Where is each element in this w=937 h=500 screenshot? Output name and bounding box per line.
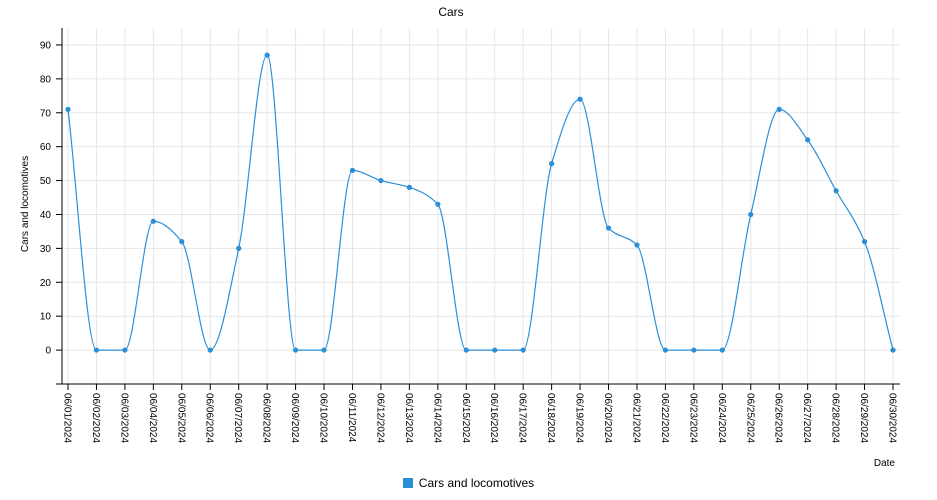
x-tick-label: 06/23/2024 bbox=[687, 393, 698, 443]
data-point[interactable] bbox=[577, 96, 583, 102]
y-tick-label: 80 bbox=[40, 74, 52, 85]
x-tick-label: 06/22/2024 bbox=[659, 393, 670, 443]
x-tick-label: 06/07/2024 bbox=[232, 393, 243, 443]
y-tick-label: 60 bbox=[40, 142, 52, 153]
chart-title: Cars bbox=[438, 5, 463, 19]
y-tick-label: 40 bbox=[40, 210, 52, 221]
data-point[interactable] bbox=[776, 106, 782, 112]
y-tick-label: 20 bbox=[40, 278, 52, 289]
x-tick-label: 06/20/2024 bbox=[602, 393, 613, 443]
y-tick-label: 90 bbox=[40, 40, 52, 51]
x-tick-label: 06/03/2024 bbox=[118, 393, 129, 443]
data-point[interactable] bbox=[179, 239, 185, 245]
data-point[interactable] bbox=[463, 347, 469, 353]
legend-label: Cars and locomotives bbox=[418, 476, 535, 490]
x-tick-label: 06/19/2024 bbox=[574, 393, 585, 443]
x-tick-label: 06/09/2024 bbox=[289, 393, 300, 443]
x-tick-label: 06/26/2024 bbox=[773, 393, 784, 443]
data-point[interactable] bbox=[691, 347, 697, 353]
data-point[interactable] bbox=[805, 137, 811, 143]
x-tick-label: 06/04/2024 bbox=[147, 393, 158, 443]
data-point[interactable] bbox=[264, 52, 270, 58]
x-tick-label: 06/13/2024 bbox=[403, 393, 414, 443]
data-point[interactable] bbox=[207, 347, 213, 353]
data-point[interactable] bbox=[748, 211, 754, 218]
x-tick-label: 06/10/2024 bbox=[318, 393, 329, 443]
data-point[interactable] bbox=[150, 218, 156, 224]
data-point[interactable] bbox=[662, 347, 669, 353]
data-point[interactable] bbox=[349, 167, 356, 173]
data-point[interactable] bbox=[719, 347, 725, 353]
x-tick-label: 06/28/2024 bbox=[830, 393, 841, 443]
chart-axes: 0 10 20 30 40 50 60 70 80 90 06/01/2024 06/02/2024 0… bbox=[40, 28, 900, 443]
x-tick-label: 06/15/2024 bbox=[460, 393, 471, 443]
x-tick-label: 06/12/2024 bbox=[374, 393, 385, 443]
data-point[interactable] bbox=[321, 347, 327, 353]
x-tick-label: 06/21/2024 bbox=[630, 393, 641, 443]
data-point[interactable] bbox=[520, 347, 526, 353]
x-tick-label: 06/30/2024 bbox=[887, 393, 898, 443]
data-point[interactable] bbox=[292, 347, 299, 353]
data-point[interactable] bbox=[93, 347, 100, 353]
legend-item[interactable]: Cars and locomotives bbox=[402, 476, 535, 490]
chart-series bbox=[65, 52, 896, 353]
data-point[interactable] bbox=[492, 347, 498, 353]
y-tick-label: 50 bbox=[40, 176, 52, 187]
x-tick-label: 06/24/2024 bbox=[716, 393, 727, 443]
data-point[interactable] bbox=[634, 242, 640, 248]
data-point[interactable] bbox=[833, 188, 839, 194]
y-tick-label: 0 bbox=[45, 346, 51, 357]
x-tick-label: 06/27/2024 bbox=[801, 393, 812, 443]
y-axis-label: Cars and locomotives bbox=[20, 156, 31, 252]
y-tick-label: 10 bbox=[40, 312, 52, 323]
x-tick-label: 06/11/2024 bbox=[346, 393, 357, 443]
data-point[interactable] bbox=[122, 347, 128, 353]
chart-grid bbox=[62, 28, 900, 384]
data-point[interactable] bbox=[890, 347, 896, 353]
data-point[interactable] bbox=[861, 239, 868, 245]
data-point[interactable] bbox=[65, 106, 71, 112]
series-line bbox=[67, 54, 894, 351]
data-point[interactable] bbox=[236, 245, 242, 251]
x-tick-label: 06/06/2024 bbox=[204, 393, 215, 443]
x-tick-label: 06/14/2024 bbox=[431, 393, 442, 443]
x-tick-label: 06/17/2024 bbox=[517, 393, 528, 443]
data-point[interactable] bbox=[605, 225, 612, 231]
x-tick-label: 06/25/2024 bbox=[744, 393, 755, 443]
x-tick-label: 06/02/2024 bbox=[90, 393, 101, 443]
legend-swatch-icon bbox=[402, 478, 413, 488]
data-point[interactable] bbox=[435, 201, 441, 207]
x-tick-label: 06/08/2024 bbox=[261, 393, 272, 443]
chart-legend: Cars and locomotives bbox=[0, 476, 937, 491]
y-tick-label: 30 bbox=[40, 244, 52, 255]
y-tick-label: 70 bbox=[40, 108, 52, 119]
x-tick-label: 06/05/2024 bbox=[175, 393, 186, 443]
data-point[interactable] bbox=[549, 161, 555, 167]
x-tick-label: 06/18/2024 bbox=[545, 393, 556, 443]
x-tick-label: 06/01/2024 bbox=[62, 393, 73, 443]
x-tick-label: 06/16/2024 bbox=[488, 393, 499, 443]
data-point[interactable] bbox=[378, 177, 384, 184]
x-tick-label: 06/29/2024 bbox=[858, 393, 869, 443]
x-axis-label: Date bbox=[874, 458, 896, 469]
data-point[interactable] bbox=[406, 184, 412, 190]
